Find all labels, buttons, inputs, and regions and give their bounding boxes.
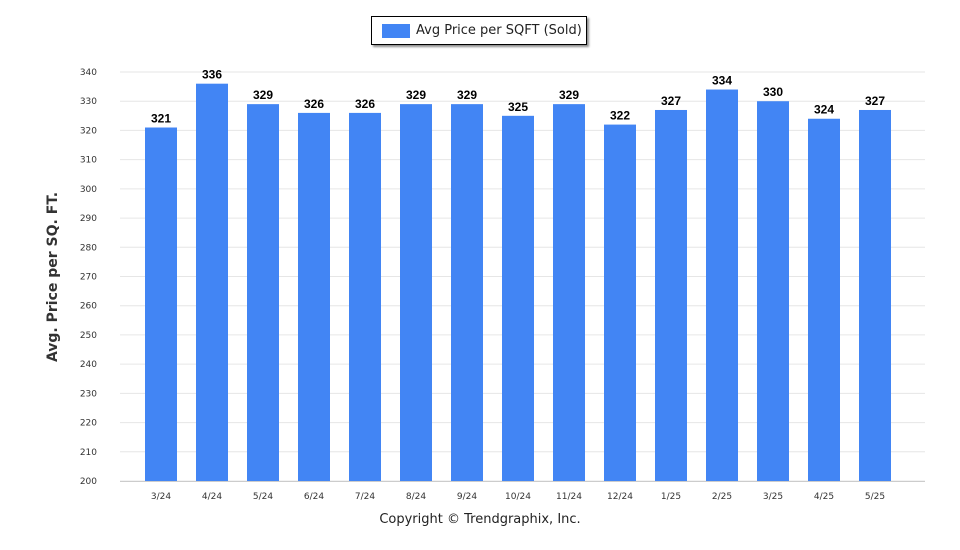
bar bbox=[349, 112, 381, 482]
data-label: 327 bbox=[661, 94, 681, 108]
x-axis-ticks: 3/24 4/24 5/24 6/24 7/24 8/24 9/24 10/24 11/24 12… bbox=[151, 492, 885, 502]
x-tick-label: 5/25 bbox=[865, 492, 885, 502]
bar-chart: 200 210 220 230 240 250 260 270 280 290 300 310 320 3… bbox=[45, 68, 925, 502]
bar bbox=[655, 109, 687, 481]
data-label: 325 bbox=[508, 100, 528, 114]
bar bbox=[757, 101, 789, 481]
x-tick-label: 1/25 bbox=[661, 492, 681, 502]
x-tick-label: 4/25 bbox=[814, 492, 834, 502]
data-label: 326 bbox=[355, 97, 375, 111]
y-tick-label: 310 bbox=[80, 156, 97, 166]
bar bbox=[400, 104, 432, 481]
bar bbox=[859, 109, 891, 481]
data-label: 329 bbox=[457, 88, 477, 102]
x-tick-label: 2/25 bbox=[712, 492, 732, 502]
y-tick-label: 300 bbox=[80, 185, 97, 195]
y-tick-label: 320 bbox=[80, 126, 97, 136]
x-tick-label: 9/24 bbox=[457, 492, 477, 502]
data-label: 326 bbox=[304, 97, 324, 111]
y-tick-label: 290 bbox=[80, 214, 97, 224]
x-tick-label: 5/24 bbox=[253, 492, 273, 502]
bar bbox=[604, 124, 636, 481]
y-tick-label: 230 bbox=[80, 389, 97, 399]
y-tick-label: 260 bbox=[80, 302, 97, 312]
chart-legend: Avg Price per SQFT (Sold) bbox=[371, 16, 587, 45]
bar bbox=[502, 115, 534, 482]
y-axis-ticks: 200 210 220 230 240 250 260 270 280 290 300 310 320 3… bbox=[80, 68, 97, 487]
y-tick-label: 240 bbox=[80, 360, 97, 370]
y-tick-label: 220 bbox=[80, 419, 97, 429]
x-tick-label: 11/24 bbox=[556, 492, 582, 502]
x-tick-label: 7/24 bbox=[355, 492, 375, 502]
bar bbox=[298, 112, 330, 482]
bar bbox=[247, 104, 279, 481]
copyright-text: Copyright © Trendgraphix, Inc. bbox=[379, 512, 581, 527]
data-labels: 321 336 329 326 326 329 329 325 329 322 327 334 330 3… bbox=[151, 68, 885, 126]
legend-label: Avg Price per SQFT (Sold) bbox=[416, 23, 582, 38]
bar bbox=[196, 83, 228, 481]
y-tick-label: 340 bbox=[80, 68, 97, 78]
data-label: 330 bbox=[763, 85, 783, 99]
bars bbox=[145, 83, 891, 482]
bar bbox=[553, 104, 585, 481]
data-label: 329 bbox=[406, 88, 426, 102]
y-tick-label: 270 bbox=[80, 273, 97, 283]
x-tick-label: 6/24 bbox=[304, 492, 324, 502]
data-label: 327 bbox=[865, 94, 885, 108]
y-tick-label: 330 bbox=[80, 97, 97, 107]
x-tick-label: 3/25 bbox=[763, 492, 783, 502]
data-label: 322 bbox=[610, 109, 630, 123]
bar bbox=[706, 89, 738, 482]
y-tick-label: 280 bbox=[80, 243, 97, 253]
data-label: 336 bbox=[202, 68, 222, 82]
data-label: 334 bbox=[712, 74, 732, 88]
data-label: 329 bbox=[559, 88, 579, 102]
x-tick-label: 4/24 bbox=[202, 492, 222, 502]
bar bbox=[808, 118, 840, 481]
legend-swatch bbox=[382, 23, 410, 38]
x-tick-label: 10/24 bbox=[505, 492, 531, 502]
y-tick-label: 200 bbox=[80, 477, 97, 487]
x-tick-label: 8/24 bbox=[406, 492, 426, 502]
data-label: 324 bbox=[814, 103, 834, 117]
y-tick-label: 210 bbox=[80, 448, 97, 458]
y-tick-label: 250 bbox=[80, 331, 97, 341]
y-axis-title: Avg. Price per SQ. FT. bbox=[45, 192, 61, 362]
data-label: 329 bbox=[253, 88, 273, 102]
bar bbox=[145, 127, 177, 481]
data-label: 321 bbox=[151, 112, 171, 126]
x-tick-label: 3/24 bbox=[151, 492, 171, 502]
x-tick-label: 12/24 bbox=[607, 492, 633, 502]
bar bbox=[451, 104, 483, 481]
